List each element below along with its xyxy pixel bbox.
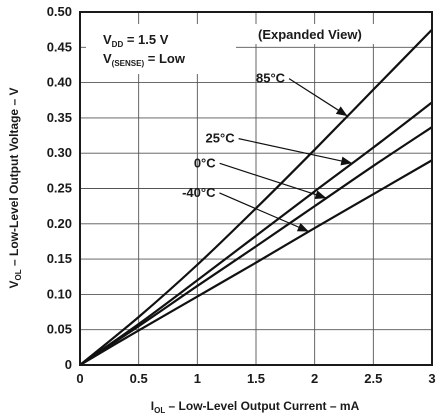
series-arrow-line xyxy=(219,162,327,199)
series-arrowhead xyxy=(314,190,327,199)
series-arrows xyxy=(219,78,353,233)
y-tick-label: 0.45 xyxy=(47,39,72,54)
y-tick-label: 0.15 xyxy=(47,251,72,266)
series-arrow-line xyxy=(288,78,348,117)
x-tick-label: 0 xyxy=(76,371,83,386)
series-label: 85°C xyxy=(256,71,286,86)
x-tick-label: 1.5 xyxy=(247,371,265,386)
series-label: 25°C xyxy=(206,131,236,146)
series-curves xyxy=(79,28,433,366)
annotation-background xyxy=(86,24,236,74)
x-tick-label: 3 xyxy=(428,371,435,386)
series-line xyxy=(79,126,433,366)
vsense-annotation: V(SENSE) = Low xyxy=(103,51,186,68)
series-arrow-line xyxy=(219,192,310,233)
expanded-view-note: (Expanded View) xyxy=(258,27,362,42)
y-tick-label: 0.30 xyxy=(47,145,72,160)
plot-frame xyxy=(79,11,433,366)
series-label: -40°C xyxy=(182,185,216,200)
x-tick-labels: 0 0.5 1 1.5 2 2.5 3 xyxy=(76,371,435,386)
series-arrowhead xyxy=(340,156,353,166)
series-labels: 85°C 25°C 0°C -40°C xyxy=(182,71,286,200)
x-tick-label: 2 xyxy=(311,371,318,386)
y-tick-label: 0.50 xyxy=(47,4,72,19)
y-tick-label: 0.05 xyxy=(47,322,72,337)
y-tick-labels: 0 0.05 0.10 0.15 0.20 0.25 0.30 0.35 0.40 0.45 0.5… xyxy=(47,4,72,372)
series-arrowhead xyxy=(296,223,309,232)
y-tick-label: 0.40 xyxy=(47,75,72,90)
x-tick-label: 0.5 xyxy=(130,371,148,386)
series-arrow-line xyxy=(238,138,353,164)
y-tick-label: 0.10 xyxy=(47,286,72,301)
series-label: 0°C xyxy=(194,155,216,170)
series-line xyxy=(79,159,433,366)
y-tick-label: 0.35 xyxy=(47,110,72,125)
x-tick-label: 1 xyxy=(194,371,201,386)
y-axis-label: VOL – Low-Level Output Voltage – V xyxy=(7,88,23,289)
series-line xyxy=(79,101,433,366)
vdd-annotation: VDD = 1.5 V xyxy=(103,32,169,49)
x-tick-label: 2.5 xyxy=(364,371,382,386)
view-note-background xyxy=(250,24,388,44)
series-arrowhead xyxy=(335,106,348,117)
y-tick-label: 0.20 xyxy=(47,216,72,231)
y-tick-label: 0 xyxy=(65,357,72,372)
y-tick-label: 0.25 xyxy=(47,181,72,196)
x-axis-label: IOL – Low-Level Output Current – mA xyxy=(151,399,360,415)
